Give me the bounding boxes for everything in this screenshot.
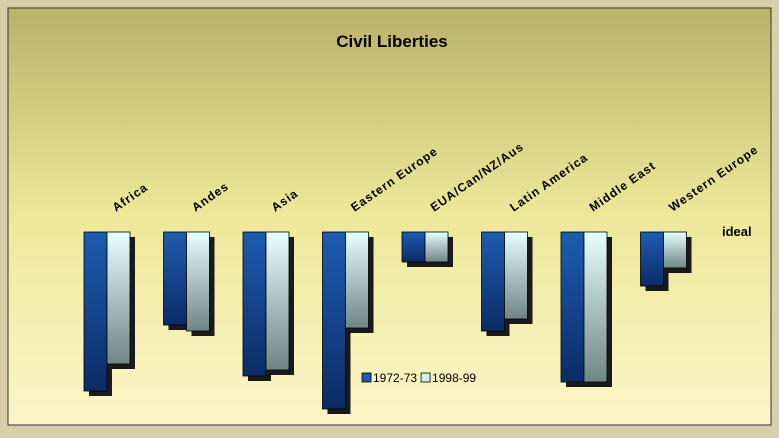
legend-label: 1972-73 xyxy=(373,371,417,385)
bar xyxy=(560,231,585,383)
bar xyxy=(401,231,426,263)
legend-label: 1998-99 xyxy=(432,371,476,385)
bar xyxy=(640,231,664,287)
legend-swatch xyxy=(361,372,372,383)
bar xyxy=(481,231,505,332)
bar xyxy=(663,231,687,269)
bar xyxy=(186,231,210,332)
bar xyxy=(583,231,608,383)
bar xyxy=(424,231,449,263)
chart-title: Civil Liberties xyxy=(336,32,447,51)
bar xyxy=(265,231,290,371)
bar xyxy=(345,231,369,329)
bar xyxy=(83,231,108,392)
bar xyxy=(242,231,267,377)
bar xyxy=(504,231,528,320)
bar xyxy=(163,231,187,326)
bar xyxy=(106,231,131,365)
legend-swatch xyxy=(420,372,431,383)
baseline-label: ideal xyxy=(722,224,752,239)
plot-background xyxy=(7,7,772,426)
bar xyxy=(322,231,346,410)
